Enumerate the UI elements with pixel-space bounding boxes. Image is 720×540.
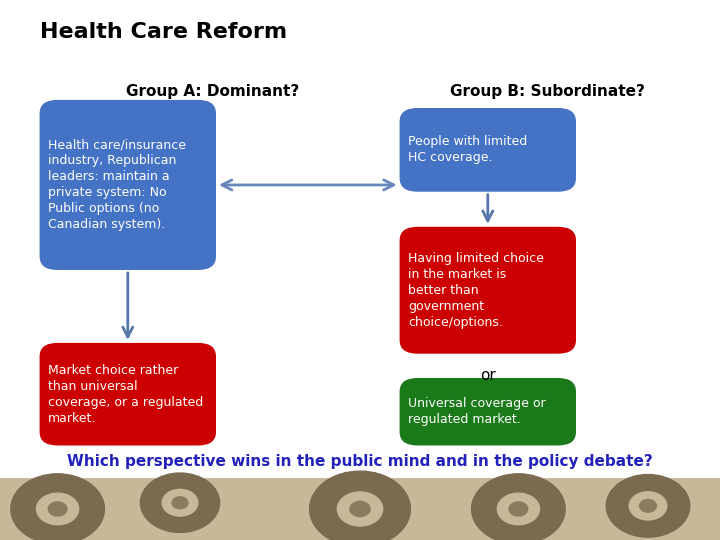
Text: Market choice rather
than universal
coverage, or a regulated
market.: Market choice rather than universal cove… bbox=[48, 364, 204, 424]
Text: Group A: Dominant?: Group A: Dominant? bbox=[126, 84, 300, 99]
FancyBboxPatch shape bbox=[400, 227, 576, 354]
Text: Which perspective wins in the public mind and in the policy debate?: Which perspective wins in the public min… bbox=[67, 454, 653, 469]
Circle shape bbox=[37, 493, 78, 525]
Circle shape bbox=[350, 501, 370, 516]
Circle shape bbox=[498, 493, 539, 525]
Circle shape bbox=[337, 492, 383, 526]
Circle shape bbox=[472, 474, 565, 540]
Circle shape bbox=[140, 473, 220, 532]
Circle shape bbox=[509, 502, 528, 516]
Circle shape bbox=[639, 500, 657, 512]
Circle shape bbox=[629, 492, 667, 520]
FancyBboxPatch shape bbox=[400, 108, 576, 192]
FancyBboxPatch shape bbox=[40, 343, 216, 445]
Circle shape bbox=[48, 502, 67, 516]
Text: Health care/insurance
industry, Republican
leaders: maintain a
private system: N: Health care/insurance industry, Republic… bbox=[48, 138, 186, 232]
Text: People with limited
HC coverage.: People with limited HC coverage. bbox=[408, 136, 528, 164]
Text: Universal coverage or
regulated market.: Universal coverage or regulated market. bbox=[408, 397, 546, 426]
Bar bbox=[0, 478, 720, 540]
Text: Group B: Subordinate?: Group B: Subordinate? bbox=[450, 84, 645, 99]
Circle shape bbox=[162, 489, 198, 516]
FancyBboxPatch shape bbox=[400, 378, 576, 446]
Text: Health Care Reform: Health Care Reform bbox=[40, 22, 287, 42]
Circle shape bbox=[11, 474, 104, 540]
Text: Having limited choice
in the market is
better than
government
choice/options.: Having limited choice in the market is b… bbox=[408, 252, 544, 329]
Circle shape bbox=[606, 475, 690, 537]
Text: or: or bbox=[480, 368, 496, 383]
Circle shape bbox=[172, 497, 188, 509]
Circle shape bbox=[310, 471, 410, 540]
FancyBboxPatch shape bbox=[40, 100, 216, 270]
